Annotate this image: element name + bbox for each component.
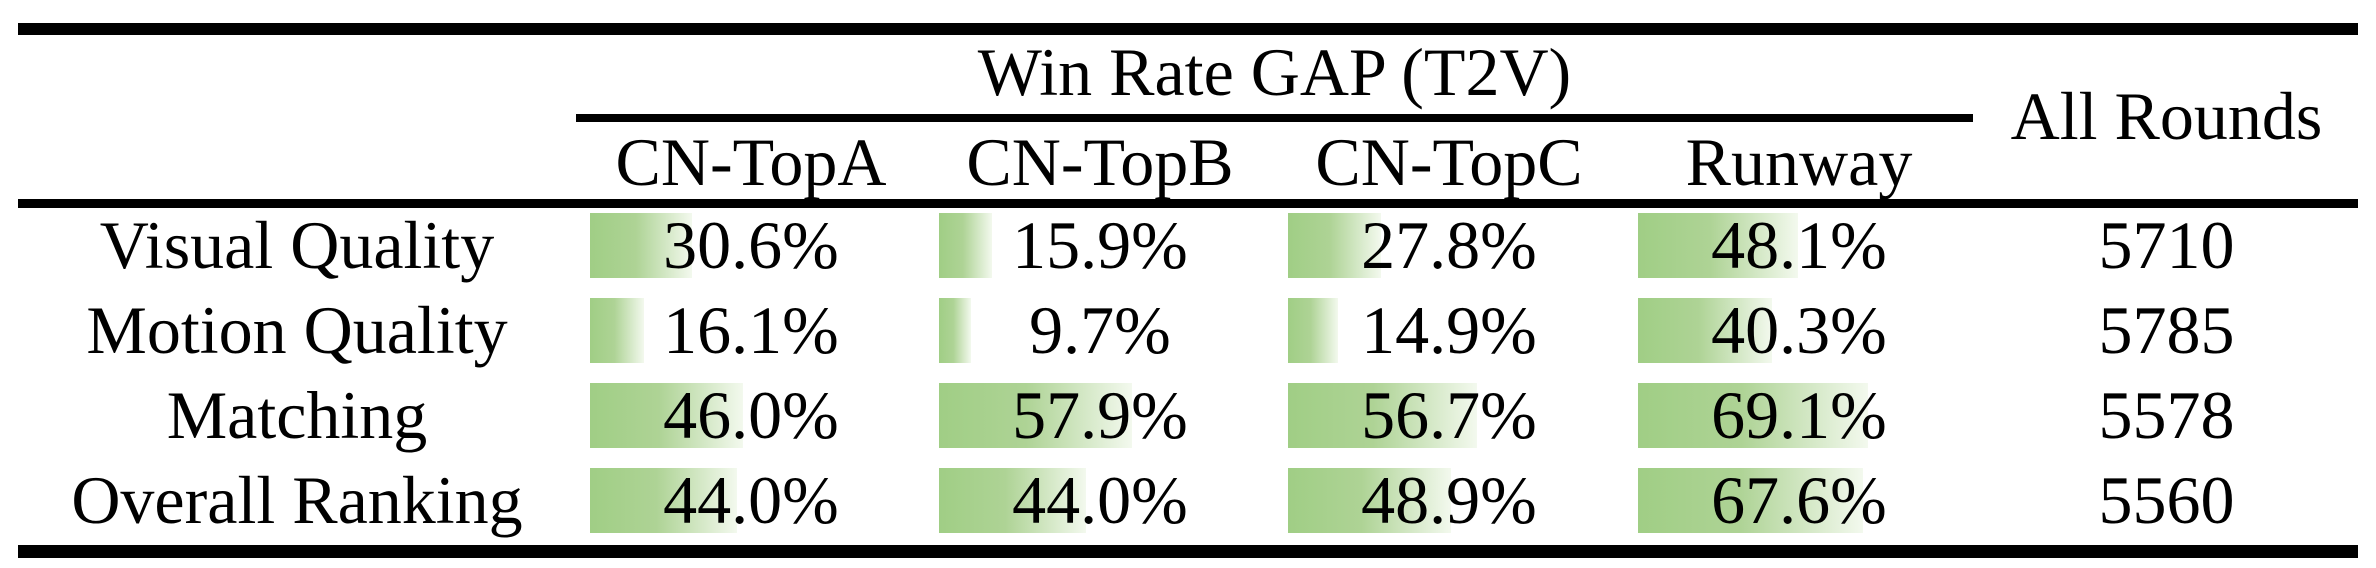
column-header-runway: Runway	[1685, 123, 1913, 200]
table-cell: 40.3%	[1624, 292, 1974, 368]
all-rounds-value: 5785	[2098, 292, 2235, 368]
table-cell: 67.6%	[1624, 462, 1974, 538]
win-rate-bar	[590, 298, 644, 363]
win-rate-value: 30.6%	[663, 207, 839, 283]
win-rate-value: 40.3%	[1711, 292, 1887, 368]
table-cell: 57.9%	[925, 377, 1275, 453]
win-rate-bar	[590, 468, 737, 533]
column-header-cn-topb: CN-TopB	[966, 123, 1234, 200]
table-cell: 48.9%	[1274, 462, 1624, 538]
all-rounds-value: 5710	[2098, 207, 2235, 283]
win-rate-bar	[1288, 298, 1338, 363]
win-rate-value: 15.9%	[1012, 207, 1188, 283]
table-cell: 15.9%	[925, 207, 1275, 283]
win-rate-value: 27.8%	[1361, 207, 1537, 283]
win-rate-bar	[939, 468, 1086, 533]
table-cell: 56.7%	[1274, 377, 1624, 453]
column-header-cn-topa: CN-TopA	[615, 123, 887, 200]
table-cell: 48.1%	[1624, 207, 1974, 283]
row-label-motion-quality: Motion Quality	[86, 292, 508, 368]
win-rate-value: 69.1%	[1711, 377, 1887, 453]
win-rate-bar	[1638, 383, 1869, 448]
win-rate-value: 44.0%	[1012, 462, 1188, 538]
win-rate-bar	[1638, 213, 1799, 278]
row-label-visual-quality: Visual Quality	[99, 207, 495, 283]
win-rate-value: 57.9%	[1012, 377, 1188, 453]
all-rounds-value: 5578	[2098, 377, 2235, 453]
group-header-underline	[576, 114, 1973, 122]
win-rate-bar	[1288, 213, 1381, 278]
win-rate-value: 48.9%	[1361, 462, 1537, 538]
table-cell: 30.6%	[576, 207, 926, 283]
win-rate-bar	[590, 383, 744, 448]
win-rate-bar	[1288, 468, 1451, 533]
header-rule	[18, 199, 2358, 208]
win-rate-value: 46.0%	[663, 377, 839, 453]
win-rate-bar	[1638, 298, 1773, 363]
win-rate-value: 56.7%	[1361, 377, 1537, 453]
bottom-rule	[18, 545, 2358, 558]
row-label-matching: Matching	[166, 377, 428, 453]
group-header-title: Win Rate GAP (T2V)	[977, 33, 1572, 110]
table-cell: 44.0%	[925, 462, 1275, 538]
win-rate-value: 67.6%	[1711, 462, 1887, 538]
table-cell: 69.1%	[1624, 377, 1974, 453]
table-cell: 16.1%	[576, 292, 926, 368]
win-rate-bar	[939, 213, 992, 278]
win-rate-bar	[939, 383, 1132, 448]
win-rate-value: 14.9%	[1361, 292, 1537, 368]
win-rate-bar	[1288, 383, 1477, 448]
win-rate-bar	[1638, 468, 1864, 533]
top-rule	[18, 23, 2358, 35]
win-rate-value: 9.7%	[1029, 292, 1171, 368]
all-rounds-value: 5560	[2098, 462, 2235, 538]
column-header-all-rounds: All Rounds	[2010, 77, 2323, 154]
table-cell: 44.0%	[576, 462, 926, 538]
table-cell: 27.8%	[1274, 207, 1624, 283]
win-rate-bar	[590, 213, 692, 278]
column-header-cn-topc: CN-TopC	[1315, 123, 1583, 200]
table-cell: 9.7%	[925, 292, 1275, 368]
win-rate-value: 48.1%	[1711, 207, 1887, 283]
win-rate-bar	[939, 298, 972, 363]
table-cell: 46.0%	[576, 377, 926, 453]
row-label-overall-ranking: Overall Ranking	[71, 462, 523, 538]
win-rate-value: 16.1%	[663, 292, 839, 368]
win-rate-value: 44.0%	[663, 462, 839, 538]
table-cell: 14.9%	[1274, 292, 1624, 368]
